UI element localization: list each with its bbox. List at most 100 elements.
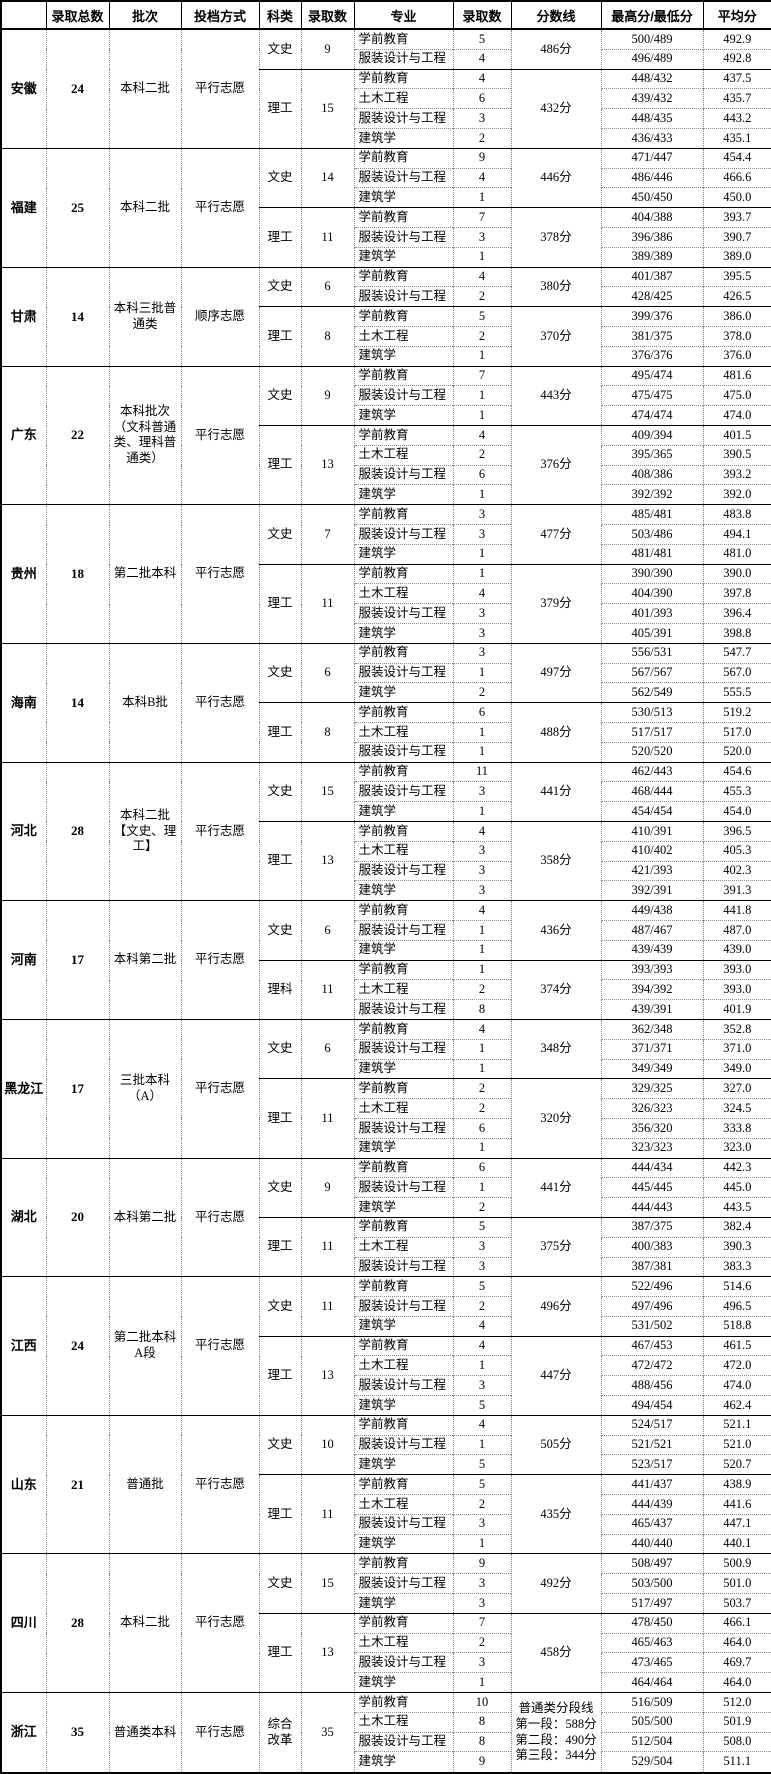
max-min-score-cell: 404/388 [600,207,703,228]
max-min-score-cell: 444/443 [600,1197,703,1218]
table-row: 建筑学 1 376/376 376.0 [1,345,771,367]
max-min-score-cell: 487/467 [600,919,703,941]
avg-score-cell: 441.6 [702,1494,771,1515]
avg-score-cell: 521.1 [702,1414,771,1436]
table-row: 土木工程 4 404/390 397.8 [1,583,771,604]
avg-score-cell: 521.0 [702,1434,771,1455]
max-min-score-cell: 421/393 [600,860,703,881]
subject-category-cell: 理工 [258,702,301,763]
header-row: 录取总数 批次 投档方式 科类 录取数 专业 录取数 分数线 最高分/最低分 平… [0,0,771,30]
major-cell: 服装设计与工程 [353,1256,453,1277]
table-row: 服装设计与工程 3 421/393 402.3 [1,860,771,881]
major-cell: 建筑学 [353,543,453,565]
max-min-score-cell: 524/517 [600,1414,703,1436]
major-cell: 服装设计与工程 [353,1177,453,1198]
score-line-cell: 374分 [510,959,601,1020]
major-cell: 服装设计与工程 [353,1652,453,1673]
avg-score-cell: 508.0 [702,1731,771,1752]
major-cell: 土木工程 [353,979,453,1000]
major-count-cell: 1 [452,1355,511,1376]
table-row: 理工 11 学前教育 7 378分 404/388 393.7 [1,207,771,268]
table-row: 建筑学 1 392/392 392.0 [1,484,771,505]
category-count-cell: 13 [300,1612,354,1693]
major-cell: 学前教育 [353,702,453,723]
batch-cell: 本科第二批 [108,1157,181,1277]
avg-score-cell: 474.0 [702,1375,771,1396]
table-row: 理工 13 学前教育 4 376分 409/394 401.5 [1,425,771,505]
avg-score-cell: 395.5 [702,266,771,287]
max-min-score-cell: 529/504 [600,1751,703,1773]
major-cell: 土木工程 [353,1098,453,1119]
major-cell: 建筑学 [353,345,453,367]
max-min-score-cell: 448/432 [600,68,703,89]
score-line-cell: 496分 [510,1276,601,1337]
major-count-cell: 4 [452,266,511,287]
application-method-cell: 平行志愿 [180,1692,259,1773]
table-row: 服装设计与工程 1 487/467 487.0 [1,919,771,941]
major-count-cell: 8 [452,1731,511,1752]
table-row: 土木工程 3 400/383 390.3 [1,1236,771,1257]
max-min-score-cell: 522/496 [600,1276,703,1297]
avg-score-cell: 500.9 [702,1553,771,1574]
table-row: 服装设计与工程 3 396/386 390.7 [1,227,771,248]
major-count-cell: 7 [452,207,511,228]
score-line-cell: 505分 [510,1414,601,1475]
table-row: 理工 11 学前教育 2 320分 329/325 327.0 [1,1078,771,1159]
max-min-score-cell: 517/497 [600,1593,703,1614]
avg-score-cell: 324.5 [702,1098,771,1119]
major-count-cell: 5 [452,28,511,50]
major-cell: 学前教育 [353,1474,453,1495]
table-row: 服装设计与工程 3 473/465 469.7 [1,1652,771,1673]
avg-score-cell: 390.5 [702,444,771,466]
category-count-cell: 8 [300,306,354,367]
total-admitted-cell: 21 [45,1414,109,1554]
max-min-score-cell: 401/393 [600,603,703,624]
avg-score-cell: 390.0 [702,563,771,584]
major-cell: 学前教育 [353,563,453,584]
major-count-cell: 5 [452,1474,511,1495]
application-method-cell: 平行志愿 [180,1414,259,1554]
score-line-cell: 普通类分段线 第一段：588分 第二段：490分 第三段：344分 [510,1692,601,1773]
avg-score-cell: 323.0 [702,1137,771,1159]
avg-score-cell: 547.7 [702,642,771,664]
major-cell: 服装设计与工程 [353,48,453,70]
major-cell: 服装设计与工程 [353,1573,453,1594]
major-cell: 学前教育 [353,900,453,921]
subject-category-cell: 文史 [258,365,301,426]
major-cell: 服装设计与工程 [353,603,453,624]
major-cell: 学前教育 [353,1157,453,1178]
score-line-cell: 375分 [510,1216,601,1277]
major-count-cell: 2 [452,979,511,1000]
avg-score-cell: 371.0 [702,1038,771,1060]
table-row: 土木工程 2 465/463 464.0 [1,1632,771,1653]
max-min-score-cell: 486/446 [600,167,703,188]
max-min-score-cell: 428/425 [600,286,703,307]
max-min-score-cell: 516/509 [600,1692,703,1713]
avg-score-cell: 435.7 [702,88,771,109]
avg-score-cell: 487.0 [702,919,771,941]
score-line-cell: 380分 [510,266,601,307]
subject-category-cell: 文史 [258,761,301,822]
max-min-score-cell: 409/394 [600,425,703,446]
major-cell: 服装设计与工程 [353,781,453,802]
major-count-cell: 2 [452,1632,511,1653]
avg-score-cell: 475.0 [702,385,771,406]
batch-cell: 本科三批普通类 [108,266,181,367]
major-count-cell: 8 [452,999,511,1020]
major-cell: 学前教育 [353,1553,453,1574]
province-cell: 贵州 [0,504,46,644]
batch-cell: 三批本科（A） [108,1018,181,1159]
category-count-cell: 6 [300,1018,354,1079]
major-count-cell: 4 [452,583,511,604]
max-min-score-cell: 404/390 [600,583,703,604]
avg-score-cell: 389.0 [702,246,771,268]
batch-cell: 普通类本科 [108,1692,181,1773]
province-cell: 河南 [0,900,46,1020]
major-count-cell: 2 [452,326,511,347]
score-line-cell: 376分 [510,425,601,505]
header-score-line: 分数线 [510,0,602,30]
major-count-cell: 2 [452,1098,511,1119]
table-row: 甘肃 14 本科三批普通类 顺序志愿 文史 6 学前教育 4 380分 401/387 395.5 [0,266,771,367]
max-min-score-cell: 488/456 [600,1375,703,1396]
